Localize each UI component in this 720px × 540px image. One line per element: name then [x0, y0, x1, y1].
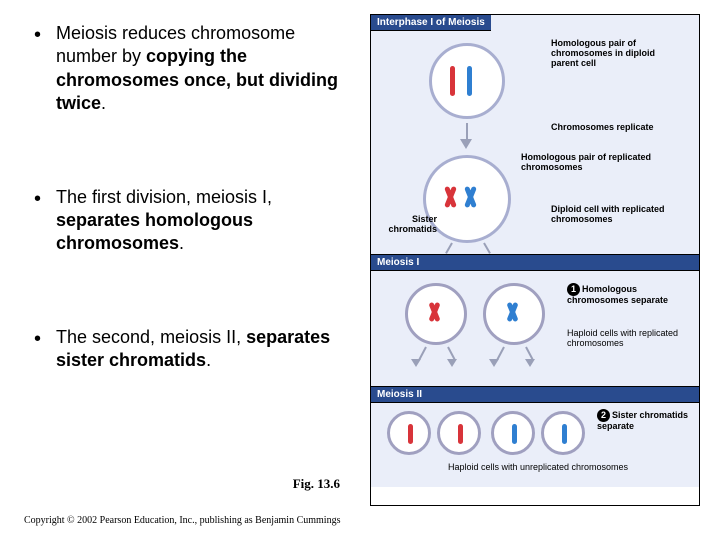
chromosome-blue-icon [512, 424, 517, 444]
section-meiosis-2: Meiosis II 2Sister chromatids separate H… [371, 387, 699, 487]
header-interphase: Interphase I of Meiosis [371, 15, 491, 31]
label-step-2: 2Sister chromatids separate [597, 409, 697, 432]
chromatid-x-blue-icon [464, 186, 478, 208]
header-meiosis-1: Meiosis I [371, 255, 699, 271]
cell-haploid-2 [483, 283, 545, 345]
bullet-2-pre: The first division, meiosis I, [56, 187, 272, 207]
bullet-3-post: . [206, 350, 211, 370]
bullet-3-pre: The second, meiosis II, [56, 327, 246, 347]
section-interphase: Interphase I of Meiosis Homologous pair … [371, 15, 699, 255]
label-haploid-repl: Haploid cells with replicated chromosome… [567, 329, 693, 349]
bullet-1: Meiosis reduces chromosome number by cop… [28, 22, 360, 116]
bullet-1-post: . [101, 93, 106, 113]
cell-final-2 [437, 411, 481, 455]
section-meiosis-1: Meiosis I [371, 255, 699, 387]
chromatid-x-red-icon [428, 302, 440, 322]
chromatid-x-red-icon [444, 186, 458, 208]
chromosome-blue-icon [562, 424, 567, 444]
bullet-2-post: . [179, 233, 184, 253]
bullet-3: The second, meiosis II, separates sister… [28, 326, 360, 373]
bullet-2-bold: separates homologous chromosomes [56, 210, 253, 253]
label-haploid-unrepl: Haploid cells with unreplicated chromoso… [393, 463, 683, 473]
cell-final-4 [541, 411, 585, 455]
chromosome-blue-icon [467, 66, 472, 96]
label-step-1: 1Homologous chromosomes separate [567, 283, 693, 306]
copyright-text: Copyright © 2002 Pearson Education, Inc.… [24, 515, 340, 526]
bullet-2: The first division, meiosis I, separates… [28, 186, 360, 256]
cell-final-3 [491, 411, 535, 455]
figure-label: Fig. 13.6 [293, 476, 340, 492]
label-hom-pair-parent: Homologous pair of chromosomes in diploi… [551, 39, 681, 69]
label-chrom-replicate: Chromosomes replicate [551, 123, 671, 133]
chromosome-red-icon [408, 424, 413, 444]
label-hom-pair-repl: Homologous pair of replicated chromosome… [521, 153, 691, 173]
cell-final-1 [387, 411, 431, 455]
chromosome-red-icon [450, 66, 455, 96]
arrow-down-icon [460, 139, 472, 149]
chromosome-red-icon [458, 424, 463, 444]
chromatid-x-blue-icon [506, 302, 518, 322]
meiosis-diagram: Interphase I of Meiosis Homologous pair … [370, 14, 700, 506]
header-meiosis-2: Meiosis II [371, 387, 699, 403]
cell-parent [429, 43, 505, 119]
label-sister-chromatids: Sister chromatids [377, 215, 437, 235]
cell-haploid-1 [405, 283, 467, 345]
label-diploid-repl: Diploid cell with replicated chromosomes [551, 205, 681, 225]
